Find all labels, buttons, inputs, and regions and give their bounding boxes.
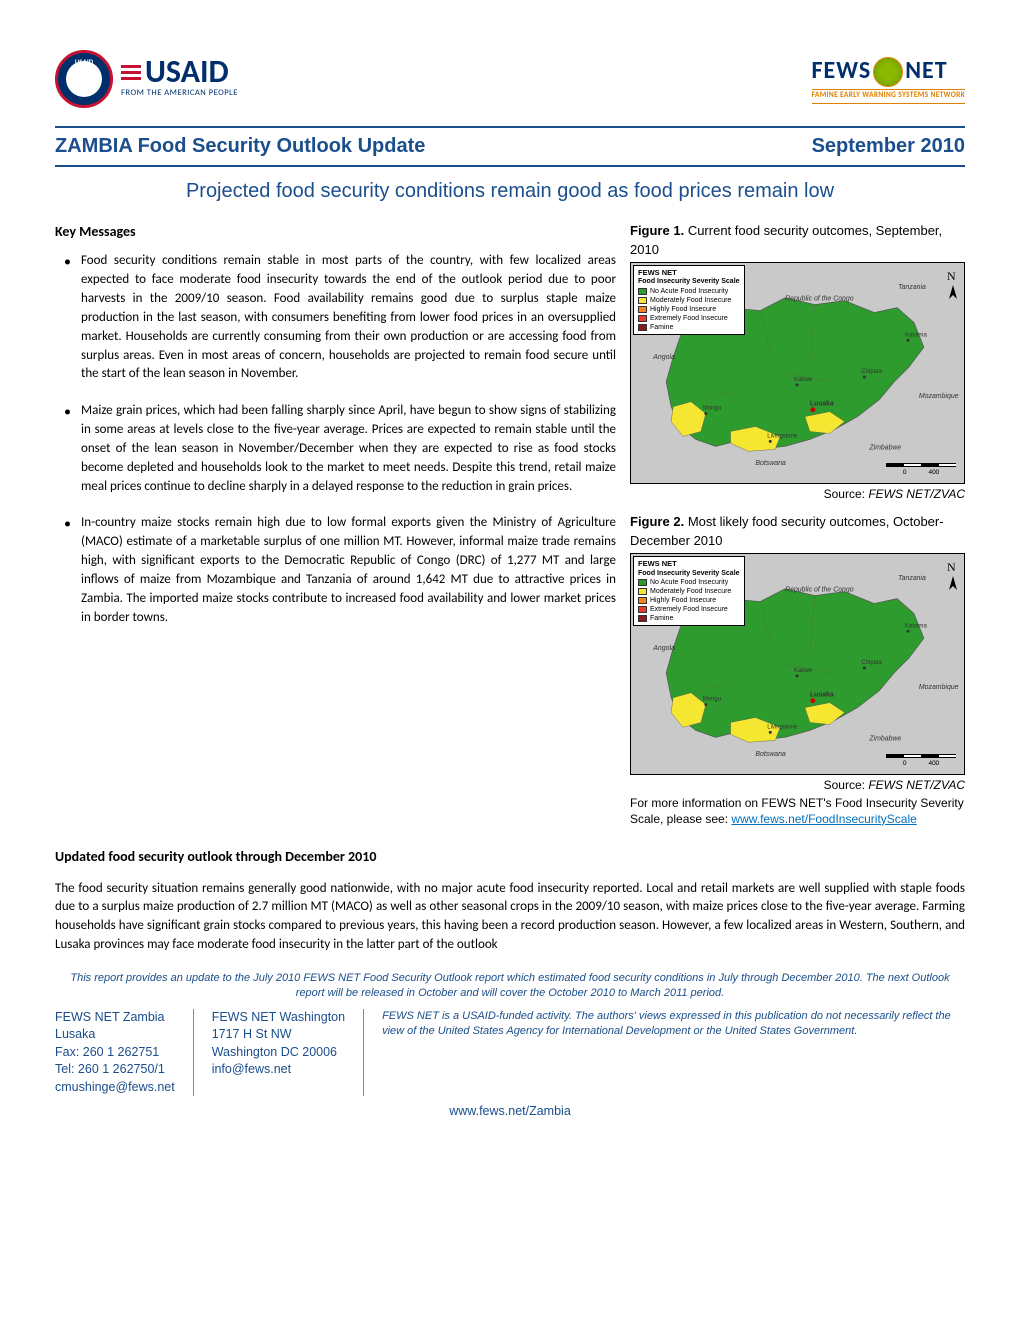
header: USAID FROM THE AMERICAN PEOPLE FEWS NET …: [55, 50, 965, 108]
figure1-source: Source: FEWS NET/ZVAC: [630, 486, 965, 503]
usaid-seal-icon: [55, 50, 113, 108]
footer-note: This report provides an update to the Ju…: [55, 971, 965, 1001]
svg-text:Chipata: Chipata: [861, 369, 882, 375]
figure1-map: FEWS NET Food Insecurity Severity ScaleN…: [630, 262, 965, 484]
contact-zambia: FEWS NET Zambia Lusaka Fax: 260 1 262751…: [55, 1009, 193, 1097]
usaid-name: USAID: [145, 58, 229, 87]
svg-text:Kasama: Kasama: [905, 332, 927, 338]
svg-text:Tanzania: Tanzania: [898, 575, 926, 582]
svg-text:Kabwe: Kabwe: [794, 668, 813, 674]
svg-text:Mozambique: Mozambique: [919, 392, 959, 399]
svg-text:Kabwe: Kabwe: [794, 377, 813, 383]
fewsnet-name-right: NET: [905, 54, 947, 89]
footer-contacts: FEWS NET Zambia Lusaka Fax: 260 1 262751…: [55, 1009, 965, 1097]
fewsnet-logo: FEWS NET FAMINE EARLY WARNING SYSTEMS NE…: [812, 54, 965, 104]
svg-text:Zimbabwe: Zimbabwe: [868, 444, 901, 451]
svg-text:Angola: Angola: [652, 354, 675, 361]
svg-text:Republic of the Congo: Republic of the Congo: [785, 586, 854, 593]
doc-date: September 2010: [812, 132, 965, 161]
title-bar: ZAMBIA Food Security Outlook Update Sept…: [55, 126, 965, 167]
svg-text:Angola: Angola: [652, 645, 675, 652]
figure1-title: Figure 1. Current food security outcomes…: [630, 222, 965, 260]
figure2-map: FEWS NET Food Insecurity Severity ScaleN…: [630, 553, 965, 775]
fewsnet-tagline: FAMINE EARLY WARNING SYSTEMS NETWORK: [812, 89, 965, 104]
main-content: Key Messages Food security conditions re…: [55, 222, 965, 827]
svg-text:Botswana: Botswana: [755, 460, 786, 467]
key-message-item: In-country maize stocks remain high due …: [81, 514, 616, 627]
svg-text:Tanzania: Tanzania: [898, 283, 926, 290]
left-column: Key Messages Food security conditions re…: [55, 222, 616, 827]
footer-disclaimer: FEWS NET is a USAID-funded activity. The…: [363, 1009, 965, 1097]
svg-text:Republic of the Congo: Republic of the Congo: [785, 295, 854, 302]
globe-icon: [873, 57, 903, 87]
doc-subtitle: Projected food security conditions remai…: [55, 177, 965, 206]
svg-text:Botswana: Botswana: [755, 751, 786, 758]
svg-text:Mongu: Mongu: [703, 405, 721, 411]
svg-text:Kasama: Kasama: [905, 623, 927, 629]
svg-text:Mongu: Mongu: [703, 696, 721, 702]
svg-text:Zimbabwe: Zimbabwe: [868, 735, 901, 742]
svg-text:Lusaka: Lusaka: [810, 400, 834, 407]
key-message-item: Maize grain prices, which had been falli…: [81, 402, 616, 496]
key-messages-list: Food security conditions remain stable i…: [55, 252, 616, 627]
map-legend: FEWS NET Food Insecurity Severity ScaleN…: [633, 265, 745, 335]
usaid-logo: USAID FROM THE AMERICAN PEOPLE: [55, 50, 238, 108]
figure2-source: Source: FEWS NET/ZVAC: [630, 777, 965, 794]
svg-text:Lusaka: Lusaka: [810, 691, 834, 698]
right-column: Figure 1. Current food security outcomes…: [630, 222, 965, 827]
contact-washington: FEWS NET Washington 1717 H St NW Washing…: [193, 1009, 363, 1097]
doc-title: ZAMBIA Food Security Outlook Update: [55, 132, 425, 161]
map-legend: FEWS NET Food Insecurity Severity ScaleN…: [633, 556, 745, 626]
svg-text:Chipata: Chipata: [861, 660, 882, 666]
key-messages-heading: Key Messages: [55, 222, 616, 242]
footer-url: www.fews.net/Zambia: [55, 1102, 965, 1120]
figure-more-info: For more information on FEWS NET's Food …: [630, 796, 965, 827]
outlook-paragraph: The food security situation remains gene…: [55, 880, 965, 955]
key-message-item: Food security conditions remain stable i…: [81, 252, 616, 384]
svg-text:Mozambique: Mozambique: [919, 684, 959, 691]
figure2-title: Figure 2. Most likely food security outc…: [630, 513, 965, 551]
severity-scale-link[interactable]: www.fews.net/FoodInsecurityScale: [731, 812, 916, 826]
fewsnet-name-left: FEWS: [812, 54, 872, 89]
outlook-heading: Updated food security outlook through De…: [55, 847, 965, 867]
svg-text:Livingstone: Livingstone: [767, 433, 798, 439]
svg-text:Livingstone: Livingstone: [767, 724, 798, 730]
usaid-tagline: FROM THE AMERICAN PEOPLE: [121, 87, 238, 99]
